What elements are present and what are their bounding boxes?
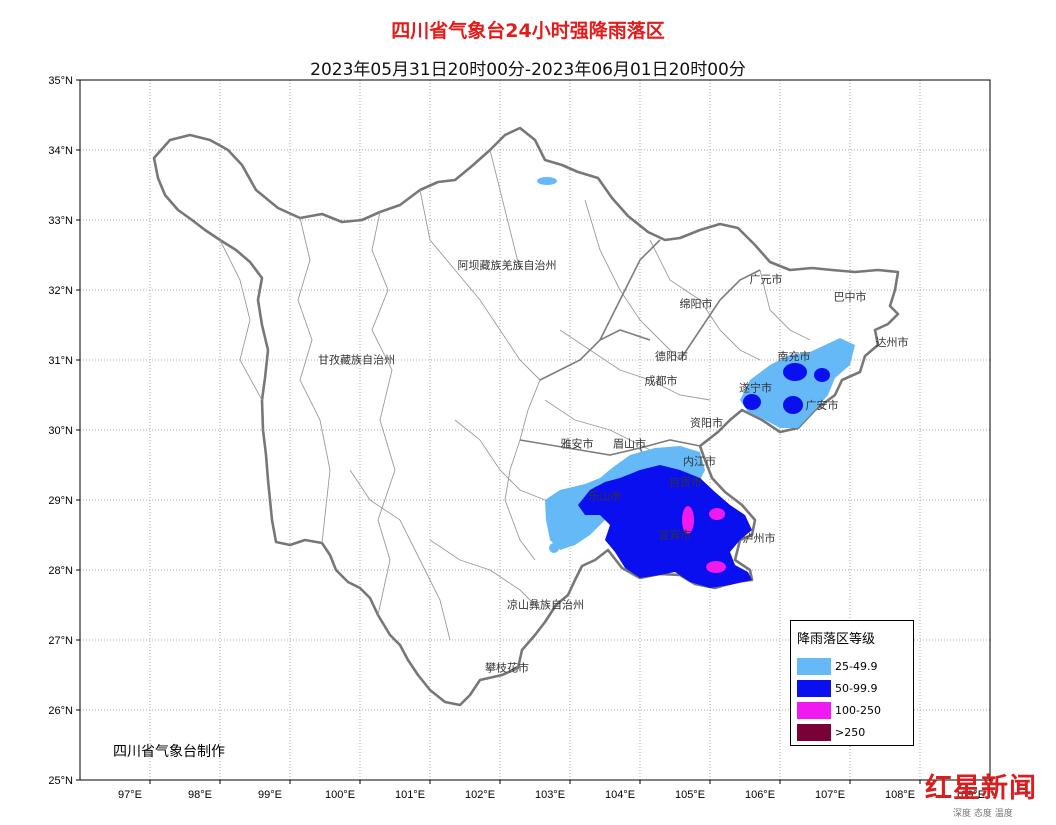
place-label: 达州市 bbox=[876, 335, 909, 349]
place-label: 攀枝花市 bbox=[485, 661, 529, 675]
watermark-logo: 红星新闻 深度 态度 温度 bbox=[925, 766, 1051, 820]
province-outline bbox=[152, 126, 900, 707]
lat-label: 28°N bbox=[48, 565, 73, 577]
lon-label: 97°E bbox=[118, 789, 142, 801]
lat-label: 33°N bbox=[48, 215, 73, 227]
lat-label: 29°N bbox=[48, 495, 73, 507]
place-label: 宜宾市 bbox=[659, 528, 692, 542]
axis-labels: 35°N 34°N 33°N 32°N 31°N 30°N 29°N 28°N 27°N 26°N… bbox=[48, 75, 991, 801]
place-label: 凉山彝族自治州 bbox=[507, 598, 584, 612]
lon-label: 99°E bbox=[258, 789, 282, 801]
credit-text: 四川省气象台制作 bbox=[113, 744, 225, 760]
watermark-main: 红星新闻 bbox=[925, 773, 1037, 804]
place-label: 巴中市 bbox=[834, 290, 867, 304]
place-label: 自贡市 bbox=[669, 475, 702, 489]
legend-item-over-250: >250 bbox=[797, 721, 913, 743]
place-label: 甘孜藏族自治州 bbox=[318, 353, 395, 367]
legend-item-25-49.9: 25-49.9 bbox=[797, 655, 913, 677]
legend-label: 25-49.9 bbox=[835, 659, 878, 673]
rain-50-99.9 bbox=[578, 363, 830, 588]
legend-box: 降雨落区等级 25-49.9 50-99.9 100-250 >250 bbox=[790, 620, 914, 746]
place-label: 遂宁市 bbox=[739, 381, 772, 395]
legend-swatch bbox=[797, 723, 831, 741]
lon-label: 98°E bbox=[188, 789, 212, 801]
lat-label: 25°N bbox=[48, 775, 73, 787]
place-label: 广元市 bbox=[750, 272, 783, 286]
lat-label: 26°N bbox=[48, 705, 73, 717]
lon-label: 103°E bbox=[535, 789, 565, 801]
watermark-sub: 深度 态度 温度 bbox=[953, 809, 1013, 819]
place-label: 德阳市 bbox=[655, 349, 688, 363]
lat-label: 34°N bbox=[48, 145, 73, 157]
place-label: 阿坝藏族羌族自治州 bbox=[458, 258, 557, 272]
lon-label: 106°E bbox=[745, 789, 775, 801]
place-label: 内江市 bbox=[683, 454, 716, 468]
map-title: 四川省气象台24小时强降雨落区 bbox=[391, 20, 665, 42]
place-label: 广安市 bbox=[806, 398, 839, 412]
lon-label: 101°E bbox=[395, 789, 425, 801]
legend-item-100-250: 100-250 bbox=[797, 699, 913, 721]
legend-swatch bbox=[797, 701, 831, 719]
lon-label: 108°E bbox=[885, 789, 915, 801]
lat-label: 27°N bbox=[48, 635, 73, 647]
legend-title: 降雨落区等级 bbox=[797, 632, 876, 647]
rain-100-250 bbox=[682, 506, 726, 573]
legend-item-50-99.9: 50-99.9 bbox=[797, 677, 913, 699]
legend-label: >250 bbox=[835, 725, 866, 739]
place-label: 乐山市 bbox=[589, 489, 622, 503]
lat-label: 30°N bbox=[48, 425, 73, 437]
place-label: 南充市 bbox=[778, 349, 811, 363]
place-label: 眉山市 bbox=[613, 437, 646, 451]
place-label: 成都市 bbox=[645, 374, 678, 388]
place-label: 资阳市 bbox=[690, 416, 723, 430]
place-label: 雅安市 bbox=[561, 437, 594, 451]
lon-label: 105°E bbox=[675, 789, 705, 801]
lat-label: 31°N bbox=[48, 355, 73, 367]
place-label: 绵阳市 bbox=[680, 297, 713, 311]
lon-label: 109°E bbox=[955, 789, 985, 801]
legend-label: 100-250 bbox=[835, 703, 881, 717]
lon-label: 100°E bbox=[325, 789, 355, 801]
lat-label: 35°N bbox=[48, 75, 73, 87]
lon-label: 104°E bbox=[605, 789, 635, 801]
map-subtitle: 2023年05月31日20时00分-2023年06月01日20时00分 bbox=[310, 60, 746, 80]
lon-label: 107°E bbox=[815, 789, 845, 801]
legend-label: 50-99.9 bbox=[835, 681, 878, 695]
place-label: 泸州市 bbox=[743, 531, 776, 545]
lat-label: 32°N bbox=[48, 285, 73, 297]
legend-swatch bbox=[797, 657, 831, 675]
internal-boundaries bbox=[219, 149, 811, 641]
lon-label: 102°E bbox=[465, 789, 495, 801]
legend-swatch bbox=[797, 679, 831, 697]
